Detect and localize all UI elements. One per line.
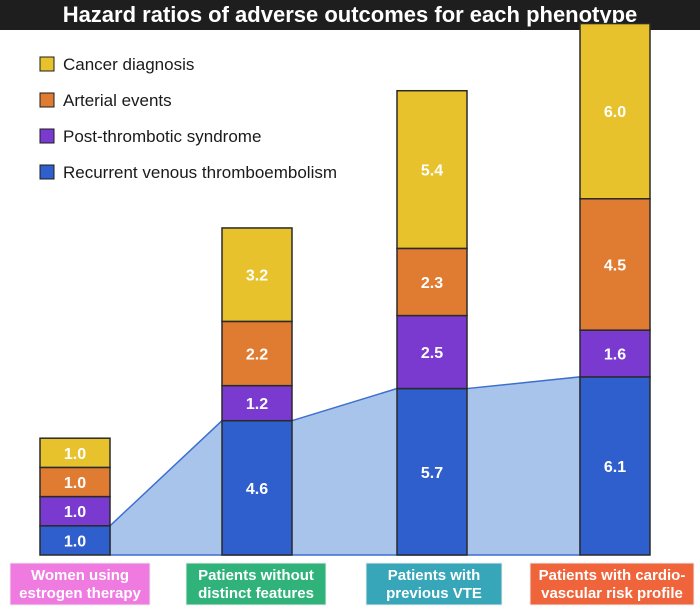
category-label-line-3-1: Patients with [388,567,481,584]
category-label-line-1-2: estrogen therapy [19,585,141,602]
category-label-line-2-1: Patients without [198,567,314,584]
bar-post-thrombotic-syndrome-3 [396,314,468,390]
category-label-line-4-2: vascular risk profile [541,585,683,602]
bar-recurrent-venous-thromboembolism-3 [396,387,468,556]
data-label-recurrent-venous-thromboembolism-1: 1.0 [64,533,86,550]
bars: 1.0 1.0 1.0 1.0 4.6 1.2 2.2 3.2 5.7 2.5 2.3 5.4 6.1 1… [39,22,651,556]
data-label-cancer-diagnosis-3: 5.4 [421,163,443,180]
data-label-recurrent-venous-thromboembolism-3: 5.7 [421,465,443,482]
category-label-line-4-1: Patients with cardio- [539,567,686,584]
data-label-post-thrombotic-syndrome-4: 1.6 [604,347,626,364]
legend: Cancer diagnosis Arterial events Post-thro… [39,55,337,182]
legend-label-arterial-events: Arterial events [63,91,172,110]
bar-arterial-events-2 [221,320,293,387]
bar-post-thrombotic-syndrome-2 [221,384,293,422]
category-label-line-1-1: Women using [31,567,129,584]
category-labels: Women using estrogen therapy Patients with… [9,562,695,606]
category-label-line-3-2: previous VTE [386,585,482,602]
category-label-1: Women using estrogen therapy [19,567,141,602]
data-label-cancer-diagnosis-4: 6.0 [604,104,626,121]
bar-arterial-events-4 [579,198,651,331]
bar-cancer-diagnosis-3 [396,89,468,250]
category-label-2: Patients without distinct features [198,567,314,602]
data-label-arterial-events-3: 2.3 [421,275,443,292]
legend-label-cancer-diagnosis: Cancer diagnosis [63,55,194,74]
category-box-1 [9,562,151,606]
legend-swatch-recurrent-venous-thromboembolism [39,164,55,180]
bar-post-thrombotic-syndrome-1 [39,495,111,527]
category-box-2 [185,562,327,606]
data-label-arterial-events-4: 4.5 [604,257,626,274]
data-label-arterial-events-1: 1.0 [64,475,86,492]
category-label-4: Patients with cardio-vascular risk profi… [539,567,686,602]
category-box-3 [365,562,503,606]
legend-swatch-cancer-diagnosis [39,56,55,72]
data-label-cancer-diagnosis-2: 3.2 [246,268,268,285]
legend-label-recurrent-venous-thromboembolism: Recurrent venous thromboembolism [63,163,337,182]
bar-recurrent-venous-thromboembolism-4 [579,376,651,556]
legend-swatch-post-thrombotic-syndrome [39,128,55,144]
bar-cancer-diagnosis-4 [579,22,651,200]
bar-cancer-diagnosis-1 [39,437,111,469]
data-label-arterial-events-2: 2.2 [246,347,268,364]
bar-cancer-diagnosis-2 [221,227,293,323]
data-label-recurrent-venous-thromboembolism-2: 4.6 [246,481,268,498]
data-label-post-thrombotic-syndrome-3: 2.5 [421,345,443,362]
category-box-4 [529,562,695,606]
category-label-3: Patients with previous VTE [386,567,482,602]
legend-label-post-thrombotic-syndrome: Post-thrombotic syndrome [63,127,261,146]
data-label-cancer-diagnosis-1: 1.0 [64,446,86,463]
data-label-post-thrombotic-syndrome-2: 1.2 [246,396,268,413]
category-label-line-2-2: distinct features [198,585,314,602]
legend-swatch-arterial-events [39,92,55,108]
chart-title: Hazard ratios of adverse outcomes for ea… [63,2,638,27]
bar-post-thrombotic-syndrome-4 [579,329,651,378]
data-label-recurrent-venous-thromboembolism-4: 6.1 [604,459,626,476]
data-label-post-thrombotic-syndrome-1: 1.0 [64,504,86,521]
